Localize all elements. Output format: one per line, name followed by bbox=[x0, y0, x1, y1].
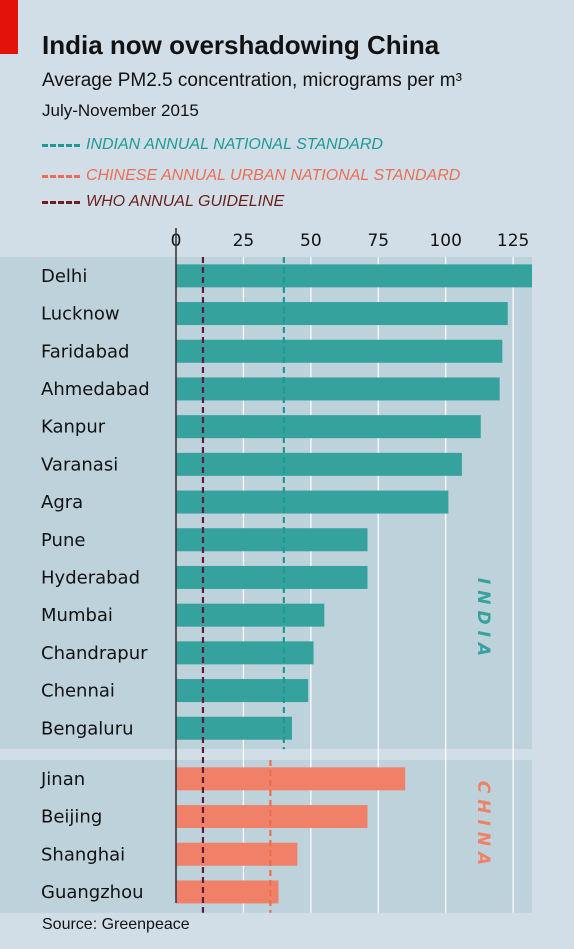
category-label: Shanghai bbox=[41, 844, 125, 865]
legend-item-indian-standard: INDIAN ANNUAL NATIONAL STANDARD bbox=[42, 136, 383, 154]
legend-swatch-who-guideline bbox=[42, 200, 80, 204]
bar-hyderabad bbox=[176, 565, 368, 589]
category-label: Bengaluru bbox=[41, 718, 134, 739]
category-label: Ahmedabad bbox=[41, 379, 150, 400]
bar-faridabad bbox=[176, 339, 503, 363]
category-label: Agra bbox=[41, 492, 83, 513]
x-tick-label: 50 bbox=[300, 231, 322, 251]
category-label: Faridabad bbox=[41, 341, 129, 362]
legend-item-chinese-standard: CHINESE ANNUAL URBAN NATIONAL STANDARD bbox=[42, 167, 460, 185]
legend-label-who-guideline: WHO ANNUAL GUIDELINE bbox=[86, 193, 285, 210]
category-label: Jinan bbox=[40, 769, 85, 790]
category-label: Varanasi bbox=[41, 454, 118, 475]
bar-ahmedabad bbox=[176, 377, 500, 401]
category-label: Mumbai bbox=[41, 605, 113, 626]
chart-date-range: July-November 2015 bbox=[42, 101, 199, 120]
bar-varanasi bbox=[176, 452, 462, 476]
bar-pune bbox=[176, 528, 368, 552]
category-label: Chandrapur bbox=[41, 643, 148, 664]
group-label-china: CHINA bbox=[473, 781, 493, 871]
legend-label-chinese-standard: CHINESE ANNUAL URBAN NATIONAL STANDARD bbox=[86, 167, 461, 184]
bar-beijing bbox=[176, 805, 368, 829]
legend-swatch-indian-standard bbox=[42, 143, 80, 147]
category-label: Delhi bbox=[41, 266, 87, 287]
bar-shanghai bbox=[176, 842, 298, 866]
bar-chandrapur bbox=[176, 641, 314, 665]
brand-tag bbox=[0, 0, 18, 54]
category-label: Lucknow bbox=[41, 304, 120, 325]
legend-label-indian-standard: INDIAN ANNUAL NATIONAL STANDARD bbox=[86, 136, 383, 153]
legend-item-who-guideline: WHO ANNUAL GUIDELINE bbox=[42, 193, 284, 211]
bar-jinan bbox=[176, 767, 406, 791]
bar-delhi bbox=[176, 264, 532, 288]
x-tick-label: 100 bbox=[429, 231, 461, 251]
bar-chennai bbox=[176, 679, 309, 703]
source-note: Source: Greenpeace bbox=[42, 916, 190, 933]
x-tick-label: 75 bbox=[367, 231, 389, 251]
bar-mumbai bbox=[176, 603, 325, 627]
x-tick-label: 125 bbox=[497, 231, 529, 251]
bar-kanpur bbox=[176, 415, 481, 439]
bar-guangzhou bbox=[176, 880, 279, 904]
chart-subtitle: Average PM2.5 concentration, micrograms … bbox=[42, 70, 462, 91]
category-label: Kanpur bbox=[41, 417, 106, 438]
chart-title: India now overshadowing China bbox=[42, 30, 440, 60]
bar-agra bbox=[176, 490, 449, 514]
x-tick-label: 25 bbox=[233, 231, 255, 251]
group-label-india: INDIA bbox=[473, 578, 493, 662]
bar-bengaluru bbox=[176, 716, 292, 740]
legend-swatch-chinese-standard bbox=[42, 174, 80, 178]
bar-lucknow bbox=[176, 302, 508, 326]
category-label: Chennai bbox=[41, 681, 115, 702]
category-label: Beijing bbox=[41, 807, 102, 828]
category-label: Pune bbox=[41, 530, 85, 551]
category-label: Guangzhou bbox=[41, 882, 144, 903]
category-label: Hyderabad bbox=[41, 567, 140, 588]
